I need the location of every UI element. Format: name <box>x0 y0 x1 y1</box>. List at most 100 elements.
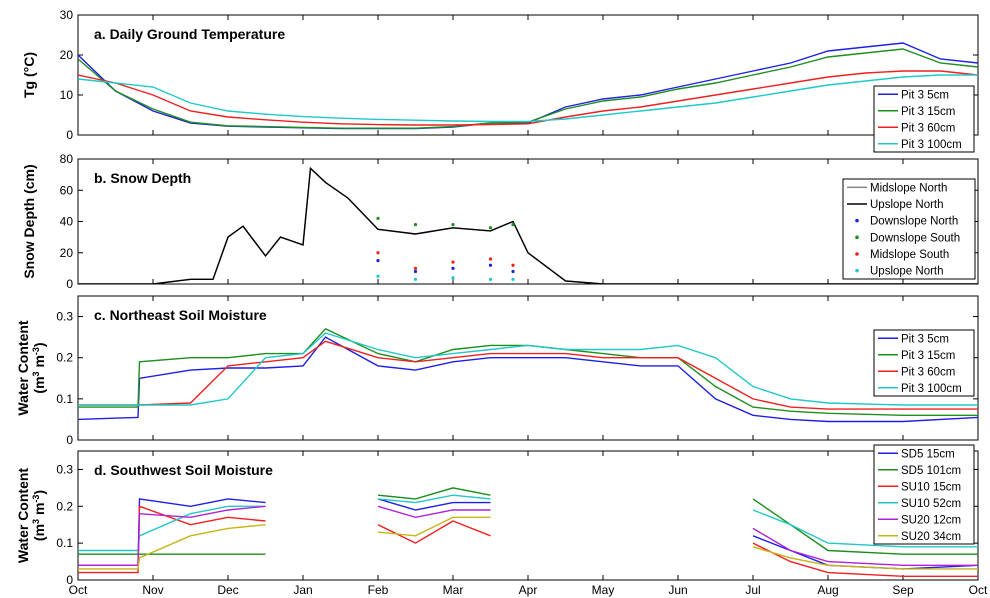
series-point <box>413 277 418 281</box>
legend-label: Pit 3 100cm <box>901 383 962 395</box>
series-point <box>488 263 493 267</box>
series-point <box>376 216 380 220</box>
panel-title: d. Southwest Soil Moisture <box>94 462 273 478</box>
legend-label: Pit 3 15cm <box>901 106 955 118</box>
unit-exponent: 3 <box>31 519 41 524</box>
series-point <box>413 223 418 227</box>
legend-label: SU20 34cm <box>901 531 961 543</box>
legend-label: Pit 3 100cm <box>901 139 962 151</box>
series-point <box>511 223 515 227</box>
x-tick-label: Jul <box>745 583 760 597</box>
y-tick-label: 60 <box>60 183 74 197</box>
x-tick-label: May <box>592 583 615 597</box>
legend-label: SU20 12cm <box>901 514 961 526</box>
x-tick-label: Aug <box>817 583 838 597</box>
series-line <box>78 328 978 416</box>
y-tick-label: 0 <box>66 128 73 142</box>
series-point <box>511 263 515 267</box>
legend: SD5 15cm SD5 101cm SU10 15cm SU10 52cm SU20 … <box>873 444 975 545</box>
legend-label: SU10 15cm <box>901 481 961 493</box>
panel-1: 0 10 20 30 a. Daily Ground Temperature Tg (°C… <box>21 8 979 153</box>
series-group <box>78 487 978 577</box>
unit-text: (m <box>31 376 47 393</box>
legend-label: Pit 3 60cm <box>901 122 955 134</box>
series-line <box>78 516 978 570</box>
legend-label: Pit 3 15cm <box>901 350 955 362</box>
series-point <box>413 266 418 270</box>
series-point <box>451 260 455 264</box>
legend-label: SD5 15cm <box>901 448 955 460</box>
unit-exponent: -3 <box>31 347 41 355</box>
legend-marker <box>855 235 859 240</box>
legend-label: Midslope North <box>870 182 947 194</box>
series-line <box>78 74 978 123</box>
legend-marker <box>855 252 859 256</box>
series-line <box>78 332 978 406</box>
y-tick-label: 20 <box>60 48 74 62</box>
legend-label: Midslope South <box>870 249 949 261</box>
y-axis-label: Water Content <box>15 320 31 415</box>
legend-label: Downslope North <box>870 216 958 228</box>
x-tick-label: Dec <box>217 583 238 597</box>
legend-box <box>873 329 975 397</box>
x-tick-label: Sep <box>892 583 914 597</box>
series-point <box>376 251 380 255</box>
panel-title: a. Daily Ground Temperature <box>94 26 285 42</box>
y-tick-label: 10 <box>60 88 74 102</box>
y-tick-label: 40 <box>60 215 74 229</box>
x-tick-label: Apr <box>519 583 538 597</box>
y-tick-label: 0.2 <box>56 499 73 513</box>
legend-label: Pit 3 5cm <box>901 89 949 101</box>
legend: Pit 3 5cm Pit 3 15cm Pit 3 60cm Pit 3 100cm <box>873 329 975 397</box>
legend-label: Upslope North <box>870 266 944 278</box>
unit-text: m <box>31 503 47 519</box>
x-tick-label: Jan <box>293 583 312 597</box>
y-tick-label: 20 <box>60 246 74 260</box>
legend-marker <box>855 268 859 273</box>
x-tick-label: Nov <box>142 583 163 597</box>
unit-exponent: 3 <box>31 371 41 376</box>
series-line <box>78 494 978 552</box>
series-point <box>451 223 455 227</box>
y-tick-label: 0 <box>66 433 73 447</box>
legend-marker <box>855 218 859 223</box>
panel-3: 0 0.1 0.2 0.3 c. Northeast Soil Moisture Wate… <box>15 295 979 447</box>
unit-text: m <box>31 355 47 371</box>
series-group <box>78 328 978 423</box>
series-line <box>78 166 978 284</box>
y-axis-label: Water Content <box>15 468 31 563</box>
panel-title: c. Northeast Soil Moisture <box>94 307 267 323</box>
y-axis-units: (m3 m-3) <box>31 342 47 393</box>
x-tick-label: Jun <box>668 583 687 597</box>
panel-4: 0 0.1 0.2 0.3 Oct Nov Dec Jan Feb Mar Apr May Jun Jul… <box>15 444 988 597</box>
legend: Pit 3 5cm Pit 3 15cm Pit 3 60cm Pit 3 100cm <box>873 85 975 153</box>
legend-box <box>842 178 976 280</box>
legend-label: Downslope South <box>870 232 960 244</box>
unit-text: ) <box>31 342 47 347</box>
series-line <box>78 336 978 423</box>
legend-box <box>873 85 975 153</box>
series-line <box>78 487 978 555</box>
y-tick-label: 0.1 <box>56 536 73 550</box>
x-tick-label: Feb <box>368 583 389 597</box>
y-axis-label: Snow Depth (cm) <box>21 164 37 278</box>
x-tick-label: Mar <box>443 583 464 597</box>
series-point <box>376 274 380 278</box>
unit-text: (m <box>31 524 47 541</box>
series-point <box>451 276 455 280</box>
y-tick-label: 0.1 <box>56 392 73 406</box>
x-tick-label: Oct <box>969 583 988 597</box>
x-tick-label: Oct <box>69 583 88 597</box>
panel-2: 0 20 40 60 80 b. Snow Depth Snow Depth (cm) Mid… <box>21 152 979 291</box>
y-tick-label: 30 <box>60 8 74 22</box>
y-axis-label: Tg (°C) <box>21 52 37 98</box>
legend-label: SU10 52cm <box>901 498 961 510</box>
y-tick-label: 0.2 <box>56 351 73 365</box>
series-point <box>488 226 493 230</box>
unit-exponent: -3 <box>31 495 41 503</box>
y-tick-label: 0 <box>66 573 73 587</box>
series-group <box>78 42 978 130</box>
legend-box <box>873 444 975 545</box>
series-point <box>413 269 418 274</box>
